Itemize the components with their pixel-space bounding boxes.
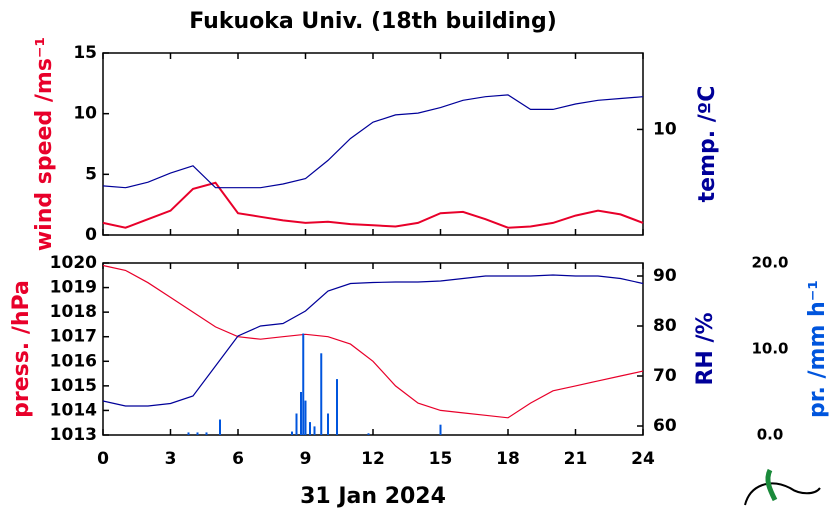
precip-bar (336, 379, 338, 435)
y-tick-label: 5 (85, 164, 97, 184)
precip-bar (291, 431, 293, 435)
y-tick-label: 80 (653, 316, 677, 336)
axis-title: wind speed /ms⁻¹ (32, 37, 57, 251)
y-tick-label: 1017 (50, 327, 97, 347)
x-tick-label: 18 (496, 449, 520, 469)
y-tick-label: 1020 (50, 253, 97, 273)
precip-bar (313, 426, 316, 435)
axis-title: RH /% (693, 312, 718, 385)
precip-bar (219, 419, 221, 435)
precip-bar (302, 333, 305, 435)
x-axis-title: 31 Jan 2024 (300, 484, 446, 509)
plot-frame (102, 262, 644, 436)
x-tick-label: 12 (361, 449, 385, 469)
y-tick-label: 0 (85, 225, 97, 245)
chart-title: Fukuoka Univ. (18th building) (189, 9, 557, 34)
series-line (102, 94, 644, 189)
x-tick-label: 21 (564, 449, 588, 469)
precip-bar (367, 433, 370, 435)
y-tick-label: 1015 (50, 376, 97, 396)
y-tick-label: 10.0 (751, 340, 788, 358)
y-tick-label: 1016 (50, 351, 97, 371)
precip-bar (205, 432, 208, 435)
plot-frame (102, 52, 644, 236)
precip-bar (309, 422, 311, 435)
precip-bar (187, 432, 190, 435)
y-tick-label: 10 (653, 119, 677, 139)
y-tick-label: 15 (73, 43, 97, 63)
series-line (102, 264, 644, 419)
series-line (102, 274, 644, 407)
y-tick-label: 1014 (50, 400, 97, 420)
y-tick-label: 70 (653, 366, 677, 386)
y-tick-label: 10 (73, 104, 97, 124)
y-tick-label: 60 (653, 416, 677, 436)
y-tick-label: 0.0 (757, 426, 784, 444)
precip-bar (327, 413, 329, 435)
y-tick-label: 1018 (50, 302, 97, 322)
precip-bar (300, 392, 302, 435)
x-tick-label: 24 (631, 449, 655, 469)
x-tick-label: 15 (429, 449, 453, 469)
series-line (102, 181, 644, 229)
x-tick-label: 0 (97, 449, 109, 469)
axis-title: press. /hPa (9, 280, 34, 418)
logo (744, 468, 821, 506)
y-tick-label: 90 (653, 266, 677, 286)
y-tick-label: 20.0 (751, 254, 788, 272)
axis-title: pr. /mm h⁻¹ (805, 280, 830, 418)
axis-title: temp. /ºC (695, 86, 720, 203)
precip-bar (439, 424, 442, 435)
y-tick-label: 1019 (50, 278, 97, 298)
x-tick-label: 9 (300, 449, 312, 469)
precip-bar (196, 432, 199, 435)
y-tick-label: 1013 (50, 425, 97, 445)
x-tick-label: 3 (165, 449, 177, 469)
precip-bar (304, 400, 307, 435)
x-tick-label: 6 (232, 449, 244, 469)
precip-bar (320, 353, 323, 435)
precip-bar (295, 413, 298, 435)
